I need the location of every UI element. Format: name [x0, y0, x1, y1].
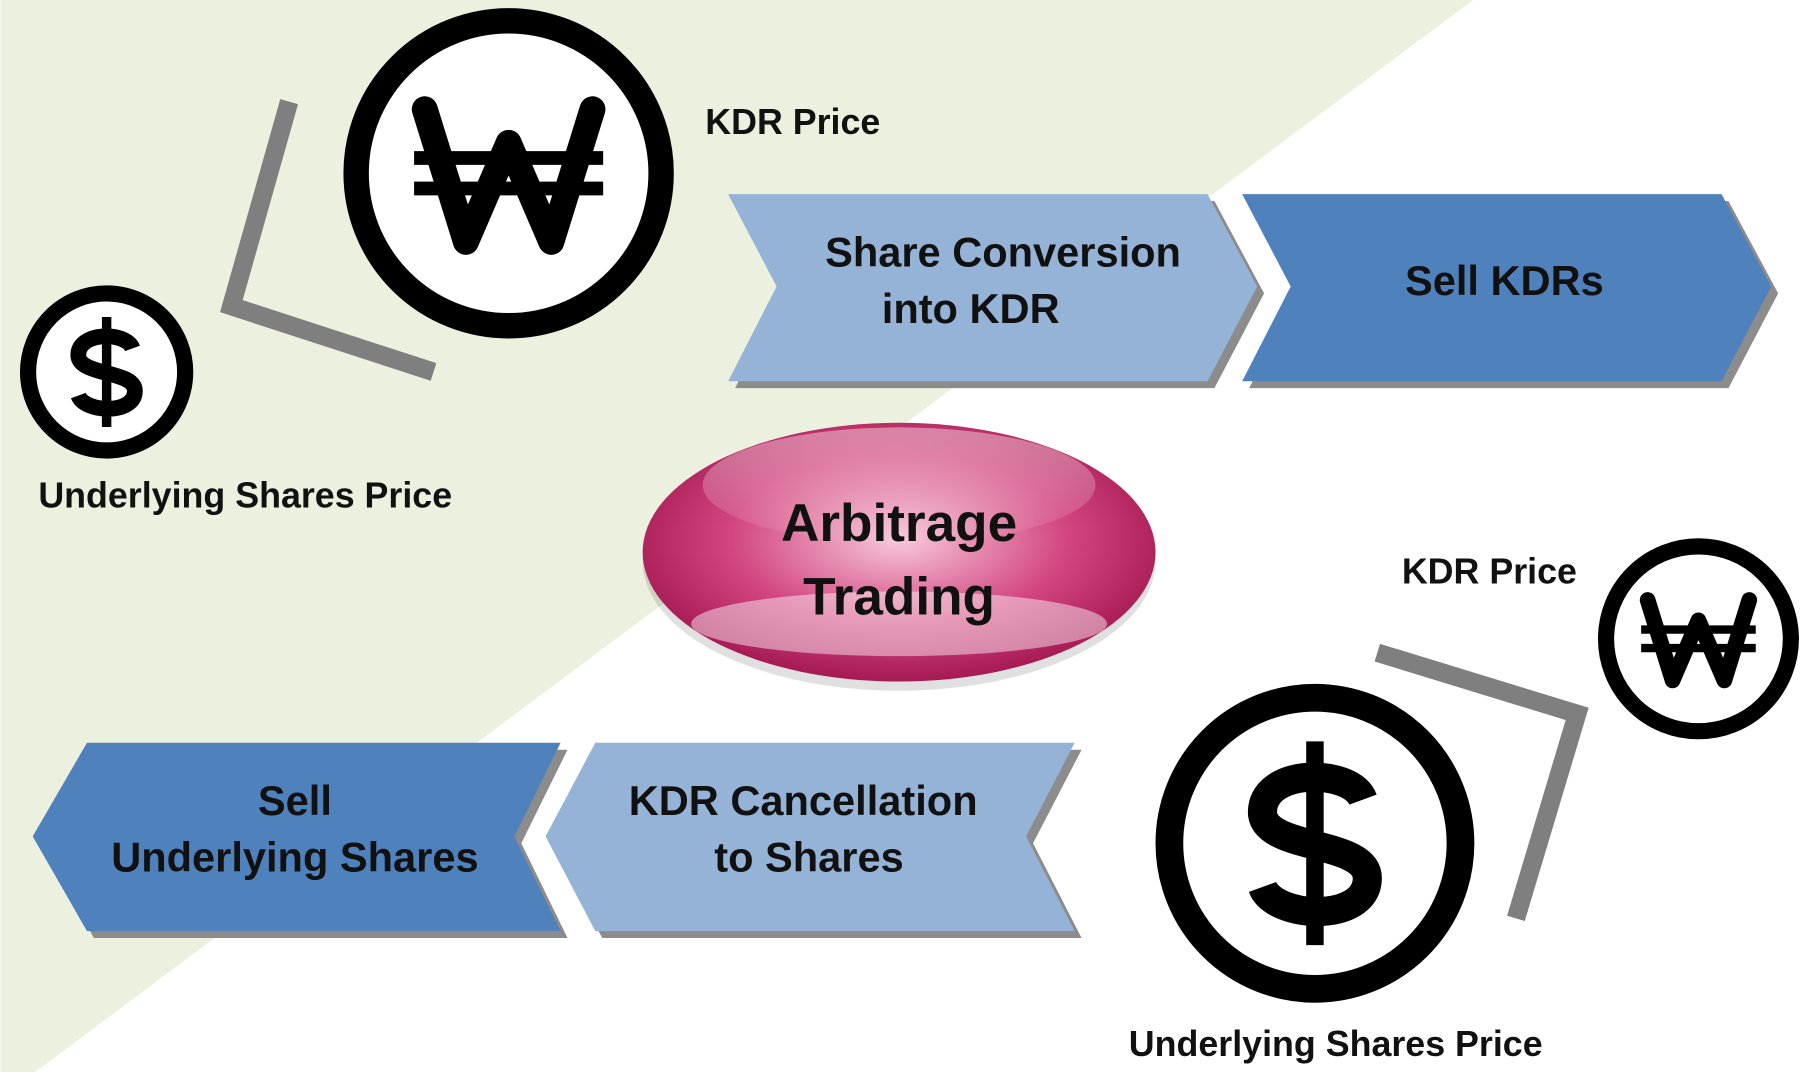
step-arrow — [545, 742, 1075, 932]
won-symbol — [1639, 592, 1758, 689]
ellipse-highlight — [691, 591, 1107, 657]
step-text: Underlying Shares — [111, 834, 478, 881]
step-text: into KDR — [882, 285, 1060, 332]
ellipse-highlight — [702, 427, 1096, 543]
step-text: Sell KDRs — [1405, 257, 1604, 304]
step-text: KDR Cancellation — [629, 777, 978, 824]
step-text: Share Conversion — [825, 228, 1181, 275]
step-arrow — [32, 742, 561, 932]
kdr-price-label: KDR Price — [705, 102, 880, 142]
bracket — [220, 99, 437, 381]
step-text: to Shares — [714, 834, 903, 881]
icons — [19, 8, 1799, 1003]
kdr-price-label: KDR Price — [1402, 552, 1577, 592]
shares-price-label: Underlying Shares Price — [1129, 1024, 1543, 1064]
step-arrow — [1242, 194, 1772, 382]
center-text: Arbitrage — [781, 494, 1017, 553]
step-text: Sell — [258, 777, 332, 824]
center-text: Trading — [803, 568, 995, 627]
bracket — [1374, 643, 1589, 922]
won-symbol — [411, 96, 606, 255]
shares-price-label: Underlying Shares Price — [38, 475, 452, 515]
step-arrow — [728, 194, 1258, 382]
